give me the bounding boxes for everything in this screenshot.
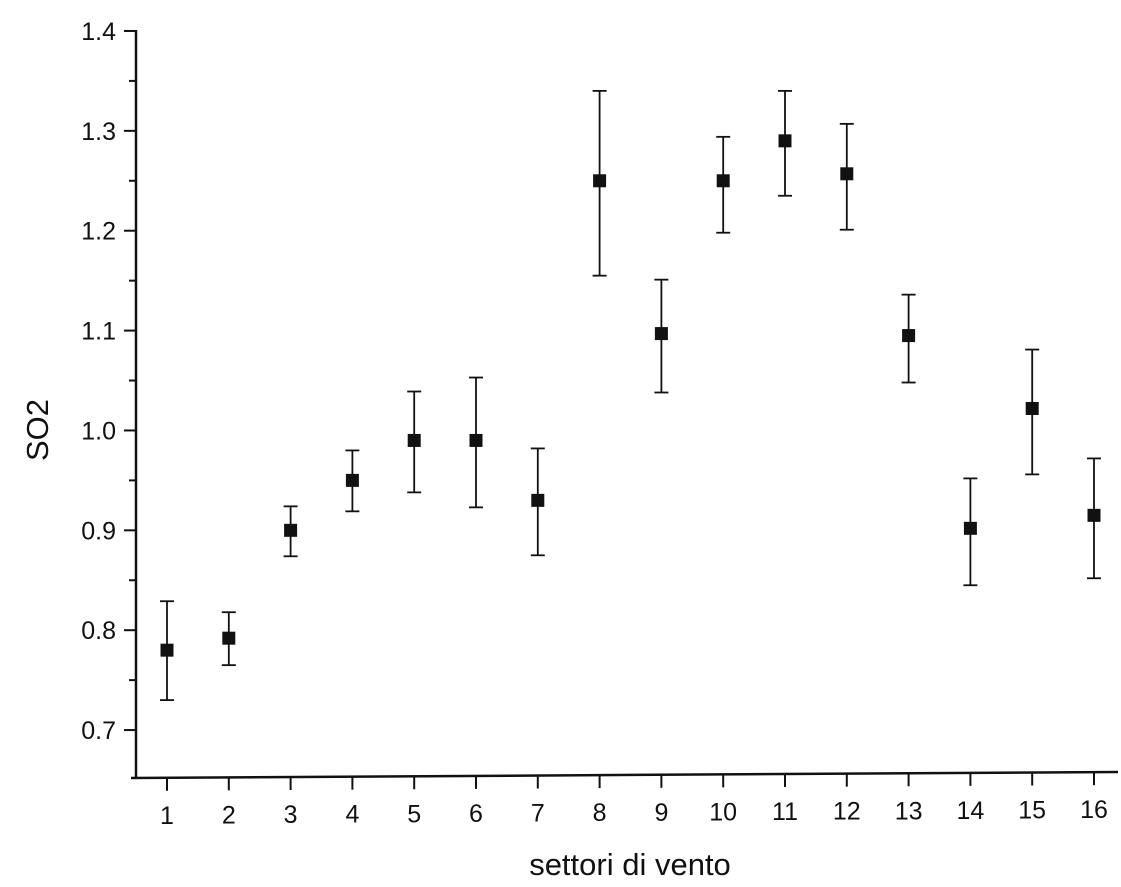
x-tick-label: 6 (469, 800, 483, 828)
data-point (778, 134, 792, 148)
x-tick-label: 9 (654, 799, 668, 827)
data-point (284, 523, 298, 537)
y-tick-label: 1.4 (81, 18, 116, 46)
y-tick-label: 1.1 (81, 318, 116, 346)
y-axis-title: SO2 (20, 399, 55, 461)
x-tick-label: 13 (895, 797, 923, 825)
x-tick-label: 1 (160, 802, 174, 830)
y-tick-label: 1.3 (81, 118, 116, 146)
error-bars (160, 89, 1101, 702)
x-tick-label: 16 (1080, 796, 1108, 824)
y-tick-label: 0.7 (81, 717, 116, 745)
data-markers (160, 134, 1101, 657)
data-point (345, 473, 359, 487)
x-tick-label: 4 (345, 801, 359, 829)
y-tick-label: 1.2 (81, 218, 116, 246)
x-tick-label: 15 (1018, 797, 1046, 825)
data-point (840, 167, 854, 181)
x-axis-line (130, 770, 1119, 780)
x-tick-label: 2 (222, 801, 236, 829)
data-point (593, 174, 607, 188)
y-tick-label: 0.8 (81, 617, 116, 645)
data-point (902, 329, 916, 343)
data-point (1025, 401, 1039, 415)
x-tick-label: 8 (593, 799, 607, 827)
data-point (160, 643, 174, 657)
x-tick-label: 10 (709, 798, 737, 826)
x-tick-label: 5 (407, 800, 421, 828)
x-tick-label: 7 (531, 800, 545, 828)
data-point (222, 631, 236, 645)
y-tick-label: 1.0 (81, 417, 116, 445)
x-tick-label: 12 (833, 798, 861, 826)
x-tick-label: 3 (284, 801, 298, 829)
x-tick-label: 14 (956, 797, 984, 825)
x-axis-ticks: 1 2 3 4 5 6 7 8 9 10 11 12 13 14 15 16 (160, 772, 1108, 830)
y-axis-ticks: 0.7 0.8 0.9 1.0 1.1 1.2 1.3 1.4 (81, 18, 136, 745)
data-point (716, 174, 730, 188)
data-point (1087, 508, 1101, 522)
data-point (963, 521, 977, 535)
data-point (469, 433, 483, 447)
plot-area: 0.70.80.91.01.11.21.31.4 1 2 3 4 5 6 7 8 9 10 11 12… (81, 18, 1119, 830)
x-axis-title: settori di vento (529, 847, 731, 882)
x-tick-label: 11 (772, 798, 798, 826)
y-tick-label: 0.9 (81, 517, 116, 545)
data-point (407, 433, 421, 447)
data-point (531, 493, 545, 507)
data-point (654, 327, 668, 341)
